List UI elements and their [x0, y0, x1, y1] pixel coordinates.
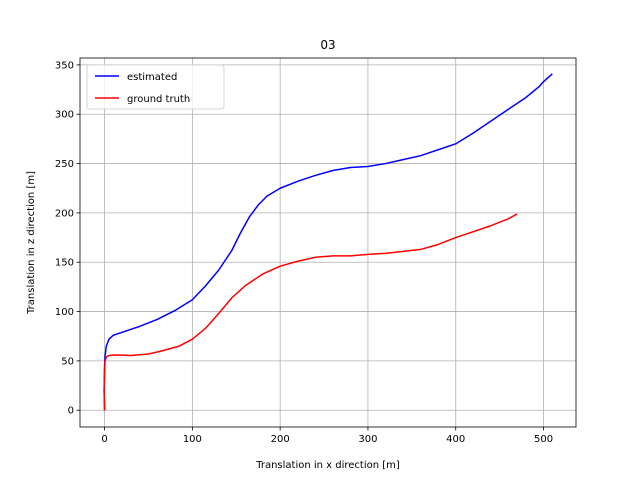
grid	[80, 58, 576, 427]
y-tick-label: 350	[55, 60, 74, 71]
x-tick-label: 100	[183, 434, 202, 445]
x-axis-label: Translation in x direction [m]	[255, 460, 400, 471]
legend: estimated ground truth	[86, 64, 225, 110]
y-tick-label: 50	[61, 356, 74, 367]
y-tick-label: 300	[55, 110, 74, 121]
ticks: 0 100 200 300 400 500 0 50 100 150 200 250 300 350	[55, 60, 553, 445]
chart-title: 03	[320, 38, 335, 52]
x-tick-label: 0	[101, 434, 107, 445]
x-tick-label: 500	[534, 434, 553, 445]
y-tick-label: 100	[55, 307, 74, 318]
legend-box	[86, 64, 225, 110]
x-tick-label: 400	[446, 434, 465, 445]
x-tick-label: 300	[358, 434, 377, 445]
axes-frame	[79, 57, 577, 428]
y-tick-label: 250	[55, 159, 74, 170]
series-layer	[103, 73, 553, 411]
y-tick-label: 150	[55, 258, 74, 269]
legend-label: estimated	[127, 72, 177, 83]
y-axis-label: Translation in z direction [m]	[26, 171, 37, 315]
legend-label: ground truth	[127, 94, 190, 105]
y-tick-label: 0	[68, 406, 74, 417]
x-tick-label: 200	[271, 434, 290, 445]
y-tick-label: 200	[55, 208, 74, 219]
series-line-ground-truth	[103, 213, 518, 411]
series-line-estimated	[103, 73, 553, 411]
